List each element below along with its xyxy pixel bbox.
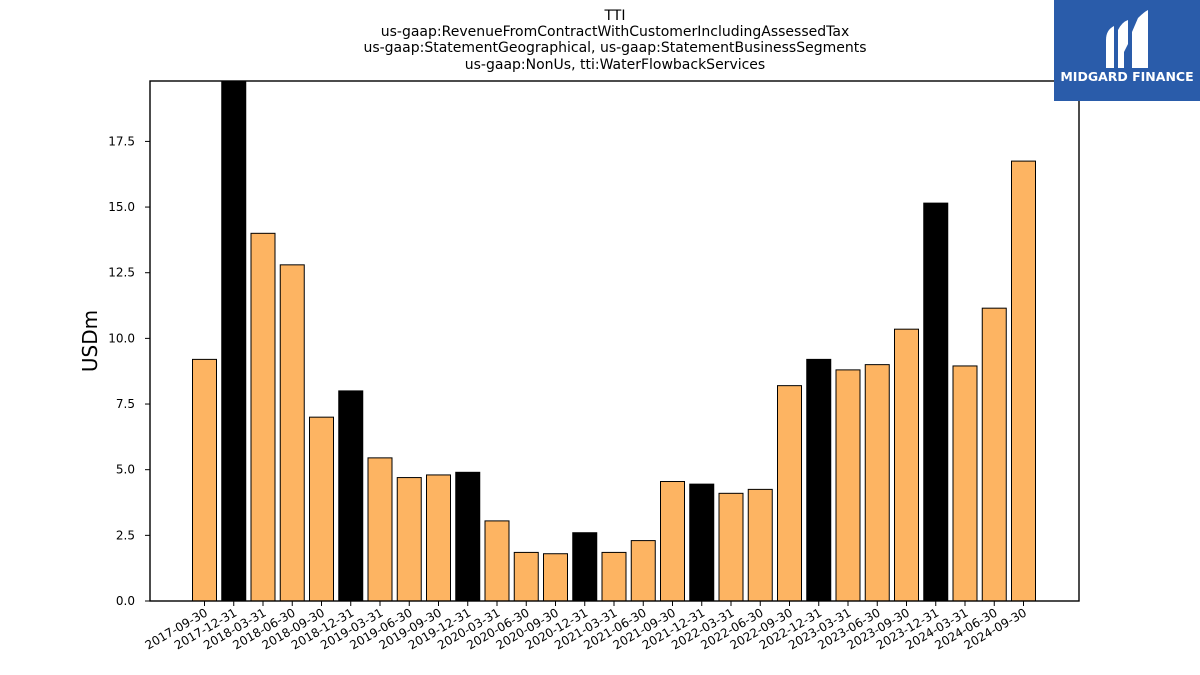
bar-2023-03-31 (835, 369, 861, 602)
bar-2019-12-31 (455, 471, 481, 602)
bar-2020-12-31 (572, 532, 598, 602)
bar-2017-09-30 (192, 358, 217, 602)
y-tick-label: 2.5 (116, 528, 135, 542)
bar-2021-09-30 (660, 481, 685, 602)
bar-2021-12-31 (689, 483, 715, 602)
title-line-3: us-gaap:StatementGeographical, us-gaap:S… (363, 40, 866, 56)
logo-text: MIDGARD FINANCE (1060, 69, 1193, 84)
title-line-4: us-gaap:NonUs, tti:WaterFlowbackServices (465, 57, 765, 73)
y-tick-label: 7.5 (116, 397, 135, 411)
y-tick-label: 12.5 (108, 266, 135, 280)
bar-2019-03-31 (367, 457, 393, 602)
logo-background (1054, 0, 1200, 101)
bar-2018-03-31 (250, 232, 276, 602)
bar-2019-09-30 (426, 474, 451, 602)
logo-mark-icon (1106, 10, 1148, 68)
y-tick-label: 15.0 (108, 200, 135, 214)
midgard-finance-logo: MIDGARD FINANCE (1054, 0, 1200, 101)
y-tick-label: 5.0 (116, 463, 135, 477)
y-tick-label: 10.0 (108, 331, 135, 345)
bar-2023-06-30 (864, 364, 890, 602)
bar-series (192, 80, 1036, 602)
bar-2023-12-31 (923, 202, 949, 602)
bar-2018-09-30 (309, 416, 334, 602)
bar-2023-09-30 (894, 328, 919, 602)
y-axis-label: USDm (78, 310, 102, 372)
bar-2021-06-30 (630, 540, 656, 602)
bar-2024-06-30 (981, 307, 1007, 602)
y-tick-label: 17.5 (108, 134, 135, 148)
title-line-2: us-gaap:RevenueFromContractWithCustomerI… (381, 24, 850, 40)
bar-2022-09-30 (777, 385, 802, 602)
bar-2022-03-31 (718, 492, 744, 602)
bar-2020-06-30 (513, 551, 539, 602)
bar-2018-06-30 (279, 264, 305, 602)
bar-2021-03-31 (601, 551, 627, 602)
plot-frame (149, 80, 1080, 602)
y-tick-label: 0.0 (116, 594, 135, 608)
bar-2018-12-31 (338, 390, 364, 602)
y-axis: 0.0 2.5 5.0 7.5 10.0 12.5 15.0 17.5 (108, 134, 150, 608)
title-line-1: TTI (604, 8, 626, 24)
bar-2017-12-31 (221, 80, 247, 602)
bar-2022-06-30 (747, 488, 773, 602)
bar-2024-09-30 (1011, 160, 1036, 602)
chart-title: TTI us-gaap:RevenueFromContractWithCusto… (363, 8, 866, 73)
bar-2022-12-31 (806, 358, 832, 602)
bar-2020-09-30 (543, 553, 568, 602)
bar-2020-03-31 (484, 520, 510, 602)
bar-2019-06-30 (396, 477, 422, 602)
bar-2024-03-31 (952, 365, 978, 602)
